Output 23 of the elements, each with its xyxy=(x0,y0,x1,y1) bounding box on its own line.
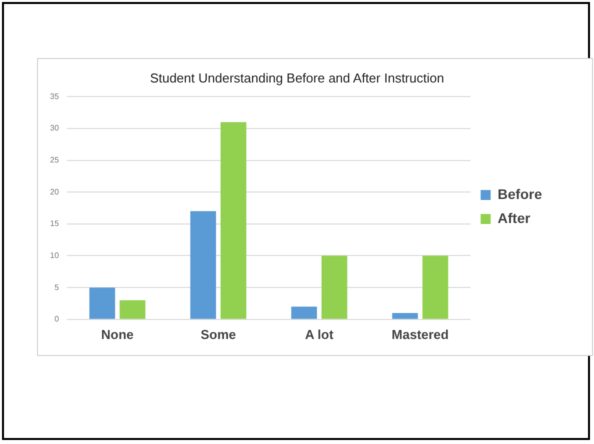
bar xyxy=(422,256,448,319)
legend-label: After xyxy=(498,210,531,226)
x-tick-label: Some xyxy=(200,326,236,342)
bar xyxy=(89,288,116,319)
chart-title: Student Understanding Before and After Instruction xyxy=(150,70,444,86)
y-tick-label: 30 xyxy=(50,124,60,133)
y-tick-label: 20 xyxy=(50,187,60,196)
y-tick-label: 0 xyxy=(54,314,60,324)
y-tick-label: 10 xyxy=(50,250,60,260)
bar xyxy=(120,300,146,319)
bar xyxy=(322,256,348,319)
y-tick-label: 15 xyxy=(50,219,60,228)
x-tick-label: Mastered xyxy=(392,326,449,342)
bar xyxy=(190,211,216,319)
bar xyxy=(220,122,246,319)
y-tick-label: 35 xyxy=(50,92,60,101)
bar xyxy=(291,306,317,319)
y-tick-label: 25 xyxy=(50,155,60,164)
x-tick-label: A lot xyxy=(305,326,334,342)
x-tick-label: None xyxy=(101,326,134,342)
bar xyxy=(392,313,418,319)
legend-label: Before xyxy=(498,186,542,202)
y-tick-label: 5 xyxy=(54,282,60,292)
